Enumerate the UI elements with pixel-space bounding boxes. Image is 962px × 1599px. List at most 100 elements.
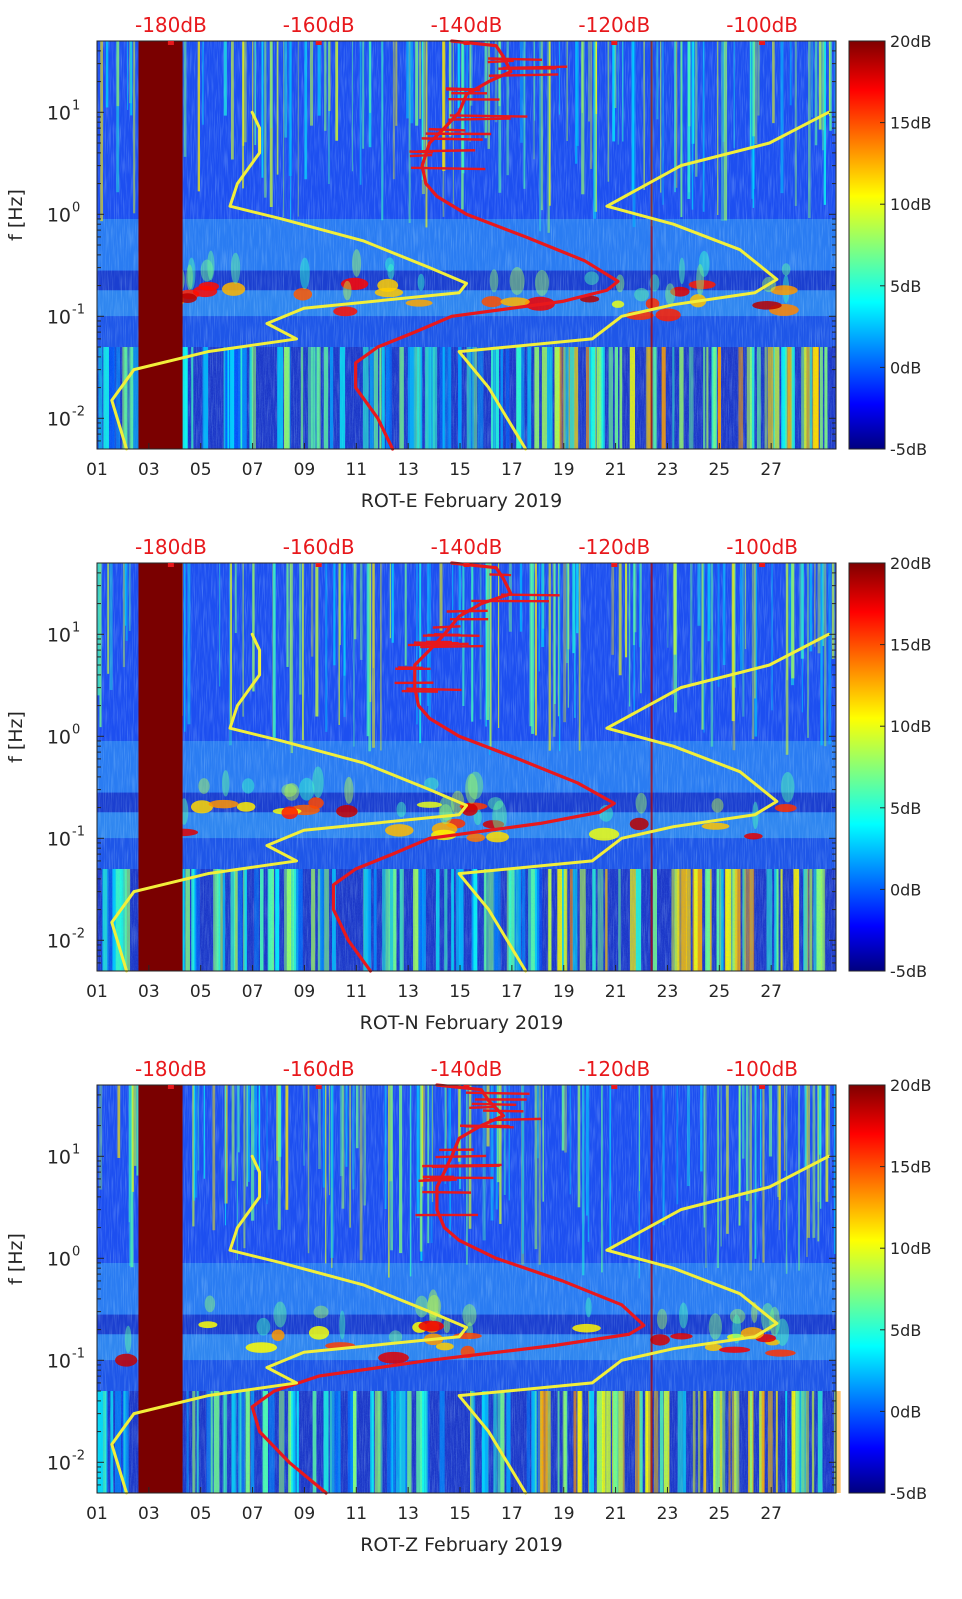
- transient-streak: [799, 563, 802, 648]
- microseism-peak: [115, 1353, 138, 1367]
- transient-streak: [230, 41, 234, 160]
- colorbar-tick-label: 0dB: [890, 880, 921, 899]
- y-tick-label: 10: [47, 408, 71, 430]
- y-tick-exponent: 1: [72, 98, 80, 113]
- top-axis-db-tick: [167, 1085, 174, 1089]
- transient-streak: [824, 563, 827, 747]
- microseism-plume: [424, 777, 439, 791]
- transient-streak: [324, 41, 327, 131]
- transient-streak: [643, 41, 645, 190]
- transient-streak: [97, 563, 100, 696]
- x-tick-label: 13: [397, 982, 419, 1002]
- power-density-spike: [501, 593, 560, 597]
- transient-streak: [421, 41, 424, 180]
- transient-streak: [587, 1085, 590, 1242]
- transient-streak: [331, 1085, 333, 1188]
- microseism-peak: [588, 827, 620, 841]
- transient-streak: [452, 41, 454, 205]
- microseism-peak: [190, 800, 214, 814]
- microseism-peak: [435, 1342, 454, 1351]
- x-tick-label: 23: [657, 982, 679, 1002]
- y-tick-label: 10: [47, 828, 71, 850]
- microseism-peak: [308, 1325, 330, 1340]
- transient-streak: [823, 41, 827, 205]
- power-density-spike: [409, 153, 433, 158]
- transient-streak: [485, 563, 487, 727]
- microseism-plume: [781, 263, 791, 276]
- transient-streak: [99, 1085, 103, 1190]
- transient-streak: [581, 41, 583, 113]
- transient-streak: [548, 563, 551, 751]
- microseism-plume: [729, 1308, 746, 1324]
- transient-streak: [703, 1085, 706, 1228]
- y-tick-label: 10: [47, 726, 71, 748]
- microseism-plume: [204, 1295, 216, 1313]
- transient-streak: [299, 563, 302, 695]
- microseism-plume: [534, 269, 550, 296]
- transient-streak: [250, 1085, 255, 1221]
- x-tick-label: 19: [553, 982, 575, 1002]
- x-tick-label: 27: [760, 460, 782, 480]
- transient-streak: [484, 41, 488, 139]
- colorbar-tick-label: 15dB: [890, 1158, 932, 1177]
- transient-streak: [283, 41, 285, 218]
- transient-streak: [567, 563, 570, 708]
- transient-streak: [780, 41, 784, 194]
- transient-streak: [822, 41, 825, 151]
- transient-streak: [785, 563, 789, 755]
- transient-streak: [611, 563, 615, 655]
- transient-streak: [697, 563, 701, 626]
- transient-streak: [276, 1085, 280, 1161]
- power-density-spike: [488, 57, 543, 62]
- microseism-plume: [584, 271, 599, 286]
- x-tick-label: 13: [397, 460, 419, 480]
- microseism-plume: [273, 1301, 287, 1328]
- transient-streak: [339, 563, 341, 646]
- microseism-peak: [572, 1323, 601, 1333]
- transient-streak: [672, 563, 674, 696]
- y-tick-label: 10: [47, 930, 71, 952]
- transient-streak: [99, 563, 102, 728]
- transient-streak: [814, 41, 818, 146]
- transient-streak: [130, 41, 133, 116]
- transient-streak: [744, 563, 747, 650]
- y-tick-label: 10: [47, 1248, 71, 1270]
- top-axis-db-tick: [167, 563, 174, 567]
- colorbar-tick-label: 5dB: [890, 277, 921, 296]
- x-tick-label: 07: [242, 460, 264, 480]
- transient-streak: [738, 1085, 741, 1226]
- y-tick-label: 10: [47, 204, 71, 226]
- top-axis-db-tick: [463, 563, 470, 567]
- transient-streak: [624, 563, 628, 658]
- microseism-peak: [236, 801, 256, 812]
- x-tick-label: 07: [242, 982, 264, 1002]
- transient-streak: [724, 41, 728, 221]
- colorbar: [848, 1084, 886, 1494]
- microseism-peak: [336, 805, 358, 818]
- transient-streak: [806, 1085, 808, 1257]
- transient-streak: [595, 41, 598, 114]
- transient-streak: [345, 1085, 348, 1167]
- microseism-plume: [665, 283, 676, 305]
- transient-streak: [285, 1085, 289, 1210]
- transient-streak: [495, 1085, 498, 1210]
- transient-streak: [224, 1085, 227, 1226]
- transient-streak: [496, 1085, 500, 1183]
- transient-streak: [261, 41, 264, 178]
- y-tick-exponent: -1: [72, 824, 85, 839]
- transient-streak: [538, 563, 541, 672]
- transient-streak: [430, 1085, 433, 1243]
- y-tick-exponent: -2: [72, 926, 85, 941]
- transient-streak: [109, 563, 113, 690]
- transient-streak: [539, 41, 541, 232]
- microseism-plume: [207, 250, 215, 281]
- top-axis-db-label: -120dB: [578, 13, 650, 37]
- transient-streak: [322, 1085, 325, 1188]
- transient-streak: [328, 1085, 331, 1196]
- transient-streak: [246, 1085, 248, 1187]
- power-density-spike: [420, 644, 484, 649]
- y-tick-exponent: 0: [72, 200, 80, 215]
- microseism-plume: [186, 264, 193, 291]
- transient-streak: [419, 1085, 423, 1252]
